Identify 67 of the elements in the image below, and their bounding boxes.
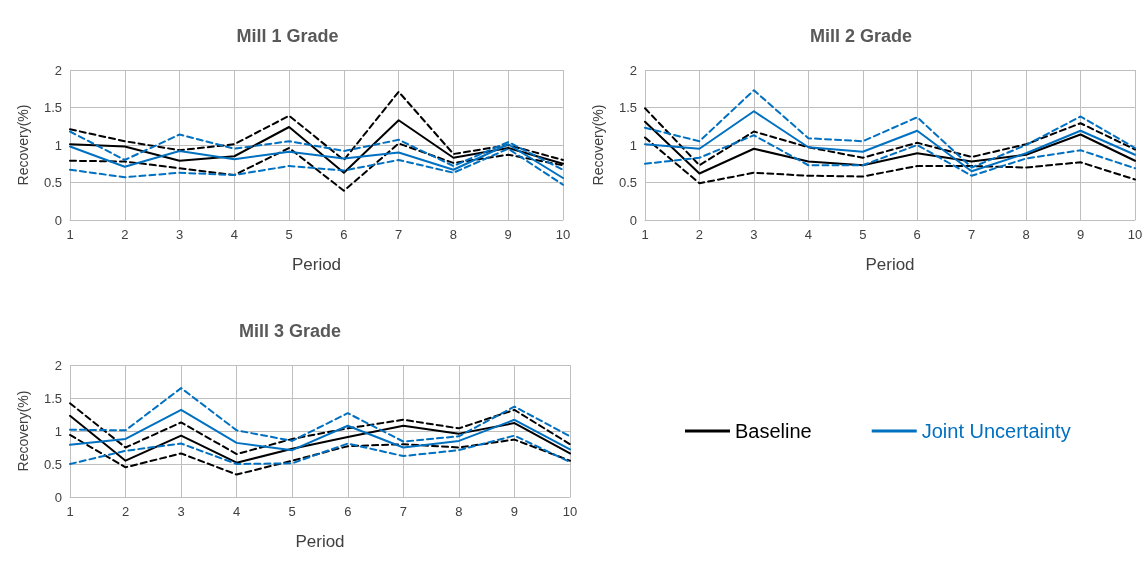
legend-label: Baseline: [735, 420, 812, 442]
y-tick-label: 0.5: [43, 456, 62, 472]
line-series: [69, 433, 571, 476]
line-series: [69, 434, 571, 465]
y-axis-title: Recovery(%): [15, 390, 31, 472]
y-tick-label: 2: [54, 357, 62, 373]
x-tick-label: 6: [340, 227, 348, 242]
x-tick-label: 8: [449, 227, 458, 242]
line-series: [644, 134, 1136, 177]
x-tick-label: 10: [555, 227, 571, 242]
chart-title: Mill 1 Grade: [236, 26, 339, 46]
y-tick-label: 1: [54, 423, 62, 439]
y-tick-label: 0.5: [43, 175, 62, 190]
x-tick-label: 9: [510, 504, 519, 519]
x-tick-label: 3: [175, 227, 184, 242]
line-series: [644, 136, 1136, 185]
y-axis-title: Recovery(%): [15, 104, 31, 186]
x-tick-label: 6: [344, 504, 352, 519]
x-tick-label: 5: [285, 227, 293, 242]
line-series: [69, 408, 571, 452]
x-tick-label: 3: [177, 504, 185, 519]
x-tick-label: 4: [804, 227, 812, 242]
x-tick-label: 7: [968, 227, 976, 242]
x-axis-title: Period: [295, 532, 345, 551]
line-series: [69, 402, 571, 456]
y-tick-label: 0: [54, 489, 62, 505]
y-tick-label: 1: [54, 137, 62, 153]
x-tick-label: 9: [1076, 227, 1085, 242]
x-tick-label: 8: [455, 504, 463, 519]
y-axis-title: Recovery(%): [590, 104, 606, 186]
x-tick-label: 5: [288, 504, 296, 519]
x-tick-label: 4: [230, 227, 238, 242]
x-tick-label: 2: [121, 504, 130, 519]
y-tick-label: 2: [629, 62, 637, 78]
y-tick-label: 0.5: [618, 175, 637, 190]
x-tick-label: 7: [399, 504, 407, 519]
x-tick-label: 7: [395, 227, 403, 242]
line-series: [644, 89, 1136, 169]
x-tick-label: 8: [1022, 227, 1030, 242]
y-tick-label: 1.5: [618, 100, 637, 115]
chart-title: Mill 3 Grade: [238, 321, 342, 341]
x-tick-label: 2: [121, 227, 129, 242]
y-tick-label: 1: [629, 137, 637, 153]
line-series: [644, 120, 1136, 175]
chart-title: Mill 2 Grade: [809, 26, 913, 46]
x-tick-label: 6: [913, 227, 921, 242]
y-tick-label: 0: [54, 212, 62, 228]
line-series: [69, 147, 564, 186]
x-tick-label: 10: [562, 504, 578, 519]
x-axis-title: Period: [865, 255, 915, 274]
line-series: [69, 414, 571, 464]
legend-label: Joint Uncertainty: [921, 420, 1071, 442]
x-tick-label: 3: [750, 227, 758, 242]
y-tick-label: 2: [54, 62, 62, 78]
x-tick-label: 4: [233, 504, 241, 519]
x-tick-label: 1: [66, 504, 74, 519]
x-tick-label: 1: [66, 227, 74, 242]
y-tick-label: 1.5: [43, 390, 62, 406]
y-tick-label: 1.5: [43, 100, 62, 115]
y-tick-label: 0: [629, 212, 637, 228]
x-tick-label: 9: [504, 227, 512, 242]
x-tick-label: 5: [859, 227, 867, 242]
x-axis-title: Period: [291, 255, 342, 274]
x-tick-label: 10: [1127, 227, 1143, 242]
x-tick-label: 1: [641, 227, 649, 242]
line-series: [69, 387, 571, 443]
x-tick-label: 2: [695, 227, 704, 242]
